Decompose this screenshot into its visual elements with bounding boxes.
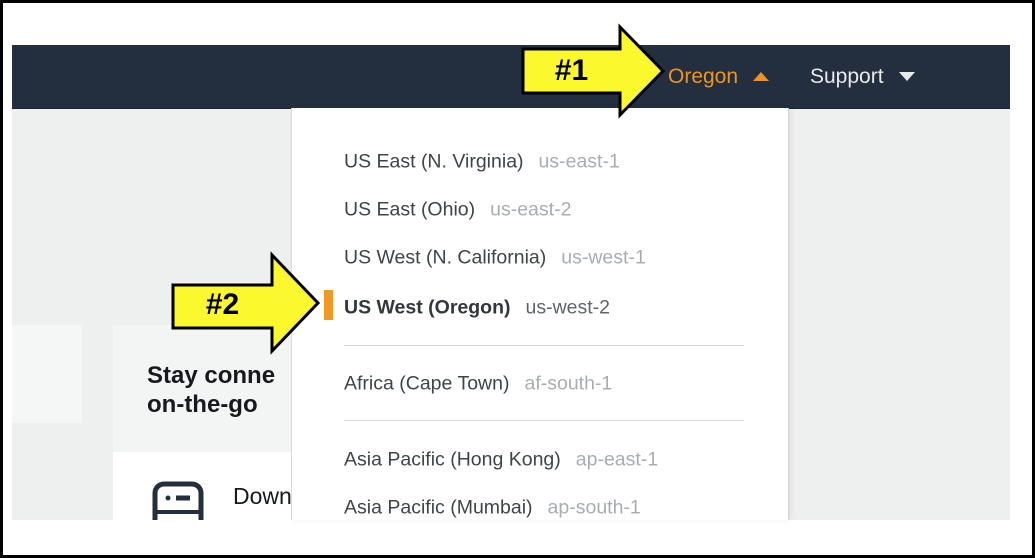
region-option[interactable]: Africa (Cape Town) af-south-1 (292, 373, 788, 396)
region-option-name: US East (N. Virginia) (344, 150, 524, 173)
region-option[interactable]: Asia Pacific (Hong Kong) ap-east-1 (292, 449, 788, 472)
region-option-code: ap-south-1 (547, 496, 641, 519)
region-option-code: af-south-1 (524, 372, 613, 395)
region-group-divider (344, 420, 744, 421)
region-group-divider (344, 345, 744, 346)
region-option[interactable]: US West (N. California) us-west-1 (292, 247, 788, 270)
promo-title-line1: Stay conne (147, 362, 276, 389)
region-menu-button[interactable]: Oregon (668, 45, 770, 108)
region-option-code: us-east-1 (538, 150, 620, 173)
promo-card-title: Stay conne on-the-go (147, 361, 275, 419)
region-option-name: US East (Ohio) (344, 198, 476, 221)
support-menu-label: Support (810, 64, 884, 88)
region-option-code: ap-east-1 (575, 448, 659, 471)
region-option-name: Asia Pacific (Hong Kong) (344, 448, 561, 471)
region-option-name: Asia Pacific (Mumbai) (344, 496, 533, 519)
region-option-name: US West (Oregon) (344, 296, 511, 319)
region-option-name: US West (N. California) (344, 246, 547, 269)
mobile-app-promo-card: Stay conne on-the-go Down (113, 325, 292, 520)
caret-down-icon (898, 72, 915, 81)
region-option[interactable]: US East (N. Virginia) us-east-1 (292, 151, 788, 174)
region-option[interactable]: US West (Oregon) us-west-2 (292, 297, 788, 320)
caret-up-icon (753, 72, 770, 81)
promo-title-line2: on-the-go (147, 391, 258, 418)
download-app-link[interactable]: Down (233, 483, 292, 509)
mobile-phone-icon (152, 481, 204, 520)
region-option-code: us-west-2 (525, 296, 611, 319)
left-edge-card (12, 325, 82, 423)
aws-console-navbar: Oregon Support (12, 45, 1010, 109)
region-option-code: us-west-1 (561, 246, 646, 269)
region-dropdown-panel: US East (N. Virginia) us-east-1 US East (O… (291, 108, 789, 520)
region-option[interactable]: Asia Pacific (Mumbai) ap-south-1 (292, 497, 788, 520)
selected-region-marker (324, 290, 333, 320)
region-option[interactable]: US East (Ohio) us-east-2 (292, 199, 788, 222)
region-menu-label: Oregon (668, 64, 739, 88)
region-option-code: us-east-2 (490, 198, 572, 221)
support-menu-button[interactable]: Support (810, 45, 915, 108)
region-option-name: Africa (Cape Town) (344, 372, 510, 395)
